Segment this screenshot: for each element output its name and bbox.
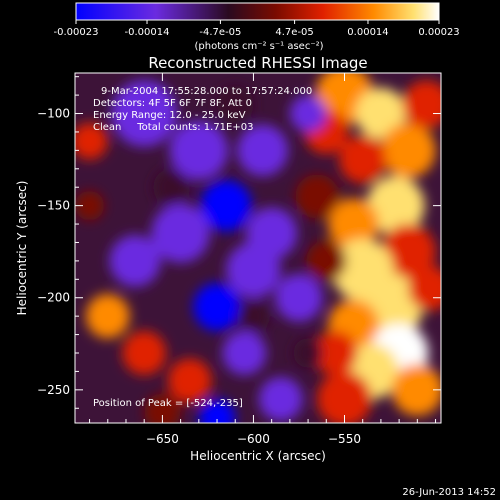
heatmap-blob xyxy=(75,190,105,221)
heatmap-blob xyxy=(313,330,358,376)
peak-position-label: Position of Peak = [-524,-235] xyxy=(93,398,243,409)
heatmap-blob xyxy=(144,393,181,423)
heatmap-blob xyxy=(380,224,436,280)
info-line-4: Clean Total counts: 1.71E+03 xyxy=(93,122,253,133)
heatmap-blobs xyxy=(75,73,441,423)
y-tick-label: −250 xyxy=(37,383,70,397)
heatmap-blob xyxy=(75,122,108,160)
chart-title: Reconstructed RHESSI Image xyxy=(148,54,367,72)
heatmap-blob xyxy=(289,95,327,132)
x-axis-label: Heliocentric X (arcsec) xyxy=(190,449,326,463)
heatmap-blob xyxy=(122,330,167,376)
heatmap-blob xyxy=(380,122,436,178)
heatmap-blob xyxy=(169,120,228,180)
heatmap-blob xyxy=(198,399,236,423)
heatmap-blob xyxy=(295,174,340,219)
heatmap-blob xyxy=(153,168,190,206)
heatmap-blob xyxy=(408,266,441,311)
heatmap-blob xyxy=(111,80,177,147)
x-tick-label: −550 xyxy=(328,432,361,446)
y-tick-label: −100 xyxy=(37,107,70,121)
info-line-2: Detectors: 4F 5F 6F 7F 8F, Att 0 xyxy=(93,98,252,109)
heatmap-blob xyxy=(237,124,289,177)
heatmap-blob xyxy=(151,203,210,263)
footer-date: 26-Jun-2013 14:52 xyxy=(402,487,496,498)
heatmap-plot-area xyxy=(75,73,441,423)
info-line-3: Energy Range: 12.0 - 25.0 keV xyxy=(93,110,246,121)
colorbar-tick-label: -0.00023 xyxy=(54,27,99,38)
heatmap-blob xyxy=(258,376,303,422)
heatmap-blob xyxy=(237,299,270,333)
heatmap-blob xyxy=(167,358,212,403)
info-line-1: 9-Mar-2004 17:55:28.000 to 17:57:24.000 xyxy=(101,86,312,97)
x-tick-label: −650 xyxy=(146,432,179,446)
x-axis-ticks: −650 −600 −550 xyxy=(89,73,437,446)
x-tick-label: −600 xyxy=(237,432,270,446)
heatmap-blob xyxy=(200,179,252,232)
heatmap-blob xyxy=(402,80,441,129)
info-text-block: 9-Mar-2004 17:55:28.000 to 17:57:24.000 … xyxy=(93,86,312,133)
plot-frame xyxy=(74,72,442,424)
y-axis-label: Heliocentric Y (arcsec) xyxy=(15,181,29,316)
y-axis-ticks: −100 −150 −200 −250 xyxy=(37,76,441,409)
heatmap-blob xyxy=(366,176,425,236)
colorbar-ticks: -0.00023 -0.00014 -4.7e-05 4.7e-05 0.00014 0.… xyxy=(54,20,460,38)
colorbar-tick-label: 0.00023 xyxy=(418,27,459,38)
colorbar-tick-label: 4.7e-05 xyxy=(275,27,313,38)
heatmap-blob xyxy=(355,87,407,140)
y-tick-label: −200 xyxy=(37,291,70,305)
heatmap-blob xyxy=(109,235,161,287)
heatmap-blob xyxy=(193,283,241,331)
heatmap-blob xyxy=(217,85,254,123)
colorbar-gradient xyxy=(75,2,440,21)
heatmap-blob xyxy=(306,240,347,282)
colorbar-unit-label: (photons cm⁻² s⁻¹ asec⁻²) xyxy=(194,41,323,52)
colorbar-tick-label: -4.7e-05 xyxy=(199,27,241,38)
heatmap-blob xyxy=(246,207,298,260)
heatmap-blob xyxy=(328,198,380,250)
heatmap-blob xyxy=(391,364,441,416)
colorbar: -0.00023 -0.00014 -4.7e-05 4.7e-05 0.00014 0.… xyxy=(54,2,460,52)
heatmap-blob xyxy=(85,294,130,339)
colorbar-tick-label: -0.00014 xyxy=(125,27,170,38)
y-tick-label: −150 xyxy=(37,199,70,213)
heatmap-blob xyxy=(317,371,372,423)
heatmap-blob xyxy=(293,338,323,368)
heatmap-blob xyxy=(222,330,267,376)
heatmap-blob xyxy=(339,135,387,184)
colorbar-tick-label: 0.00014 xyxy=(347,27,388,38)
heatmap-blob xyxy=(275,273,323,322)
